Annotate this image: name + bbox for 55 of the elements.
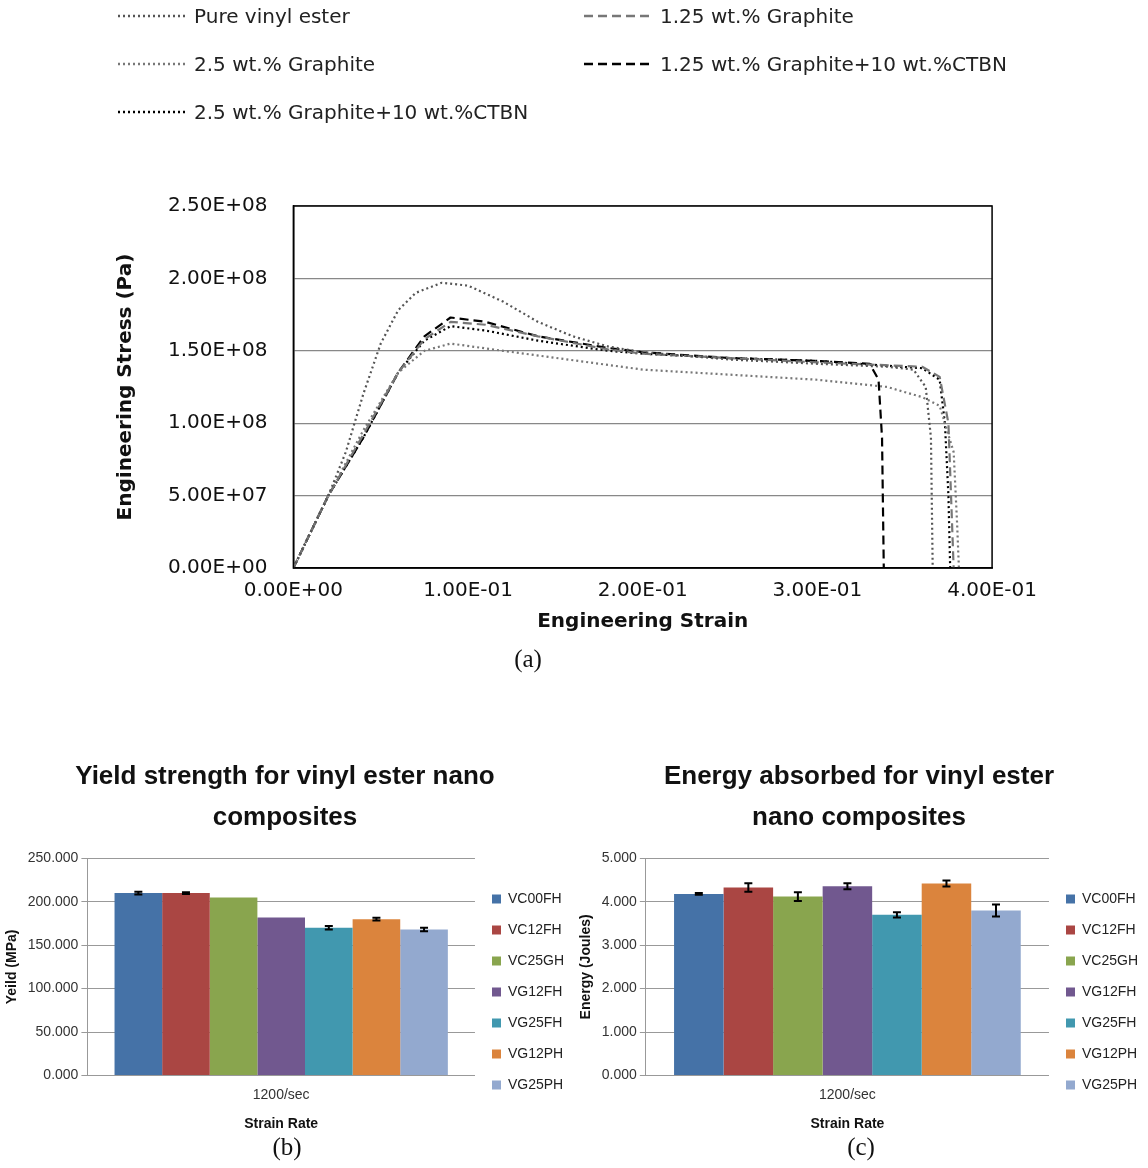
legend-label: 1.25 wt.% Graphite+10 wt.%CTBN — [660, 52, 1007, 76]
legend-label: VG12FH — [507, 982, 563, 999]
text: (b) — [271, 1133, 303, 1161]
y-tick-label: 3.000 — [601, 936, 638, 953]
x-tick-label: 1200/sec — [252, 1085, 310, 1102]
legend-label: VC00FH — [1081, 889, 1136, 906]
y-tick-label: 100.000 — [27, 979, 79, 996]
legend-label: 1.25 wt.% Graphite — [660, 4, 854, 28]
y-tick-label: 1.50E+08 — [168, 337, 268, 361]
y-tick-label: 4.000 — [601, 892, 638, 909]
y-tick-label: 2.00E+08 — [168, 264, 268, 289]
y-tick-label: 0.00E+00 — [168, 554, 268, 579]
y-tick-label: 1.00E+08 — [168, 409, 268, 434]
legend-label: 2.5 wt.% Graphite+10 wt.%CTBN — [194, 100, 529, 124]
x-tick-label: 1.00E-01 — [423, 577, 513, 602]
x-tick-label: 0.00E+00 — [243, 577, 344, 602]
legend-label: Pure vinyl ester — [194, 4, 350, 28]
y-tick-label: 200.000 — [27, 892, 79, 909]
legend-label: VG12PH — [507, 1044, 564, 1061]
text: (c) — [846, 1133, 876, 1161]
x-axis-title: Strain Rate — [810, 1115, 885, 1132]
legend-label: VG25FH — [1081, 1013, 1137, 1030]
legend-label: VC00FH — [507, 889, 562, 906]
y-tick-label: 5.00E+07 — [168, 481, 268, 506]
y-tick-label: 1.000 — [601, 1022, 638, 1039]
legend-label: VC25GH — [507, 951, 565, 968]
text: (a) — [513, 645, 543, 673]
legend-label: VC12FH — [1081, 920, 1136, 937]
y-axis-title: Yeild (MPa) — [3, 929, 20, 1005]
y-tick-label: 2.000 — [601, 979, 638, 996]
y-axis-title: Energy (Joules) — [577, 914, 594, 1020]
y-axis-title: Engineering Stress (Pa) — [112, 253, 137, 521]
y-tick-label: 2.50E+08 — [168, 192, 268, 217]
x-tick-label: 3.00E-01 — [772, 577, 863, 602]
legend-label: VG25FH — [507, 1013, 563, 1030]
y-tick-label: 150.000 — [27, 936, 79, 953]
x-axis-title: Strain Rate — [244, 1115, 319, 1132]
y-tick-label: 5.000 — [601, 849, 638, 866]
x-tick-label: 4.00E-01 — [947, 577, 1037, 602]
legend-label: VG25PH — [1081, 1075, 1138, 1092]
chart-title: Energy absorbed for vinyl ester nano composites — [662, 759, 1056, 833]
x-axis-title: Engineering Strain — [537, 608, 749, 633]
y-tick-label: 250.000 — [27, 849, 79, 866]
legend-label: VC25GH — [1081, 951, 1139, 968]
legend-label: VG12PH — [1081, 1044, 1138, 1061]
legend-label: VC12FH — [507, 920, 562, 937]
legend-label: VG25PH — [507, 1075, 564, 1092]
y-tick-label: 0.000 — [43, 1066, 79, 1083]
y-tick-label: 0.000 — [601, 1066, 638, 1083]
chart-title: Yield strength for vinyl ester nano composites — [74, 759, 496, 833]
x-tick-label: 2.00E-01 — [597, 577, 688, 602]
legend-label: 2.5 wt.% Graphite — [194, 52, 376, 76]
x-tick-label: 1200/sec — [818, 1085, 876, 1102]
legend-label: VG12FH — [1081, 982, 1137, 999]
y-tick-label: 50.000 — [35, 1022, 79, 1039]
